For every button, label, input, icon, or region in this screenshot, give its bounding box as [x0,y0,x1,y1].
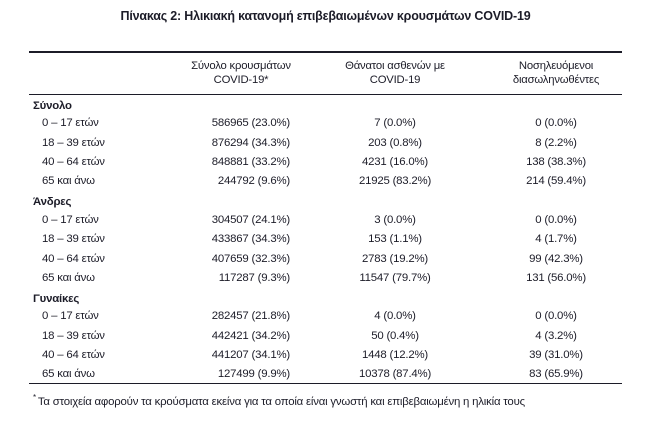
cases-cell: 407659 (32.3%) [211,252,290,265]
cases-cell: 282457 (21.8%) [211,310,290,323]
header-intubated-line1: Νοσηλευόμενοι [518,60,594,72]
header-deaths-line1: Θάνατοι ασθενών με [345,60,445,72]
intubated-cell: 4 (1.7%) [535,233,577,246]
intubated-cell: 214 (59.4%) [526,175,586,188]
header-total-cases-line2: COVID-19* [213,73,269,86]
intubated-cell: 131 (56.0%) [526,271,586,284]
deaths-cell: 2783 (19.2%) [362,252,428,265]
header-row: Σύνολο κρουσμάτων COVID-19* Θάνατοι ασθε… [29,52,622,95]
table-row: 40 – 64 ετών 441207 (34.1%) 1448 (12.2%)… [29,345,622,364]
table-row: 18 – 39 ετών 876294 (34.3%) 203 (0.8%) 8… [29,133,622,152]
age-group-cell: 18 – 39 ετών [42,329,105,342]
age-group-cell: 65 και άνω [42,175,95,188]
intubated-cell: 4 (3.2%) [535,329,577,342]
intubated-cell: 8 (2.2%) [535,136,577,149]
section-label: Άνδρες [33,196,72,209]
age-group-cell: 0 – 17 ετών [42,310,99,323]
table-row: 0 – 17 ετών 282457 (21.8%) 4 (0.0%) 0 (0… [29,307,622,326]
intubated-cell: 0 (0.0%) [535,310,577,323]
deaths-cell: 7 (0.0%) [374,117,416,130]
table-row: 40 – 64 ετών 407659 (32.3%) 2783 (19.2%)… [29,249,622,268]
intubated-cell: 99 (42.3%) [529,252,583,265]
table-row: 18 – 39 ετών 433867 (34.3%) 153 (1.1%) 4… [29,230,622,249]
table-row: 65 και άνω 244792 (9.6%) 21925 (83.2%) 2… [29,172,622,191]
table-row: 0 – 17 ετών 586965 (23.0%) 7 (0.0%) 0 (0… [29,114,622,133]
table-row: 40 – 64 ετών 848881 (33.2%) 4231 (16.0%)… [29,152,622,171]
header-deaths: Θάνατοι ασθενών με COVID-19 [300,52,490,95]
header-intubated-line2: διασωληνωθέντες [512,73,600,86]
age-group-cell: 18 – 39 ετών [42,136,105,149]
cases-cell: 433867 (34.3%) [211,233,290,246]
deaths-cell: 1448 (12.2%) [362,349,428,361]
age-group-cell: 40 – 64 ετών [42,349,105,361]
header-deaths-line2: COVID-19 [369,73,421,86]
cases-cell: 117287 (9.3%) [218,271,290,284]
age-group-cell: 65 και άνω [42,271,95,284]
deaths-cell: 3 (0.0%) [374,213,416,226]
deaths-cell: 50 (0.4%) [371,329,419,342]
deaths-cell: 203 (0.8%) [368,136,422,149]
header-total-cases: Σύνολο κρουσμάτων COVID-19* [182,52,300,95]
table-title: Πίνακας 2: Ηλικιακή κατανομή επιβεβαιωμέ… [120,9,531,23]
deaths-cell: 21925 (83.2%) [358,175,432,188]
age-group-cell: 0 – 17 ετών [42,117,99,130]
footnote: * Τα στοιχεία αφορούν τα κρούσματα εκείνα… [33,393,525,408]
deaths-cell: 4231 (16.0%) [362,156,428,169]
section-row-men: Άνδρες [29,191,622,210]
header-total-cases-line1: Σύνολο κρουσμάτων [191,60,291,72]
age-group-cell: 0 – 17 ετών [42,213,99,226]
cases-cell: 442421 (34.2%) [211,329,290,342]
table-row: 65 και άνω 127499 (9.9%) 10378 (87.4%) 8… [29,365,622,384]
section-row-total: Σύνολο [29,95,622,114]
age-group-cell: 40 – 64 ετών [42,252,105,265]
age-group-cell: 40 – 64 ετών [42,156,105,169]
intubated-cell: 0 (0.0%) [535,117,577,130]
intubated-cell: 39 (31.0%) [529,349,583,361]
header-intubated: Νοσηλευόμενοι διασωληνωθέντες [490,52,622,95]
header-empty [29,52,182,95]
cases-cell: 244792 (9.6%) [217,175,290,188]
deaths-cell: 4 (0.0%) [374,310,416,323]
deaths-cell: 11547 (79.7%) [359,271,431,284]
intubated-cell: 138 (38.3%) [526,156,586,169]
cases-cell: 876294 (34.3%) [211,136,290,149]
cases-cell: 304507 (24.1%) [211,213,290,226]
deaths-cell: 10378 (87.4%) [358,368,432,381]
table-row: 0 – 17 ετών 304507 (24.1%) 3 (0.0%) 0 (0… [29,210,622,229]
table-row: 18 – 39 ετών 442421 (34.2%) 50 (0.4%) 4 … [29,326,622,345]
intubated-cell: 0 (0.0%) [535,213,577,226]
cases-cell: 127499 (9.9%) [217,368,290,381]
cases-cell: 586965 (23.0%) [211,117,290,130]
age-distribution-table: Σύνολο κρουσμάτων COVID-19* Θάνατοι ασθε… [29,51,622,385]
age-group-cell: 18 – 39 ετών [42,233,105,246]
table-row: 65 και άνω 117287 (9.3%) 11547 (79.7%) 1… [29,268,622,287]
intubated-cell: 83 (65.9%) [529,368,583,381]
section-label: Γυναίκες [33,292,80,305]
footnote-text: Τα στοιχεία αφορούν τα κρούσματα εκείνα … [37,395,525,408]
deaths-cell: 153 (1.1%) [368,233,422,246]
section-label: Σύνολο [33,99,72,112]
age-group-cell: 65 και άνω [42,368,95,381]
footnote-marker: * [33,393,36,402]
cases-cell: 848881 (33.2%) [211,156,290,169]
cases-cell: 441207 (34.1%) [211,349,290,361]
section-row-women: Γυναίκες [29,287,622,306]
